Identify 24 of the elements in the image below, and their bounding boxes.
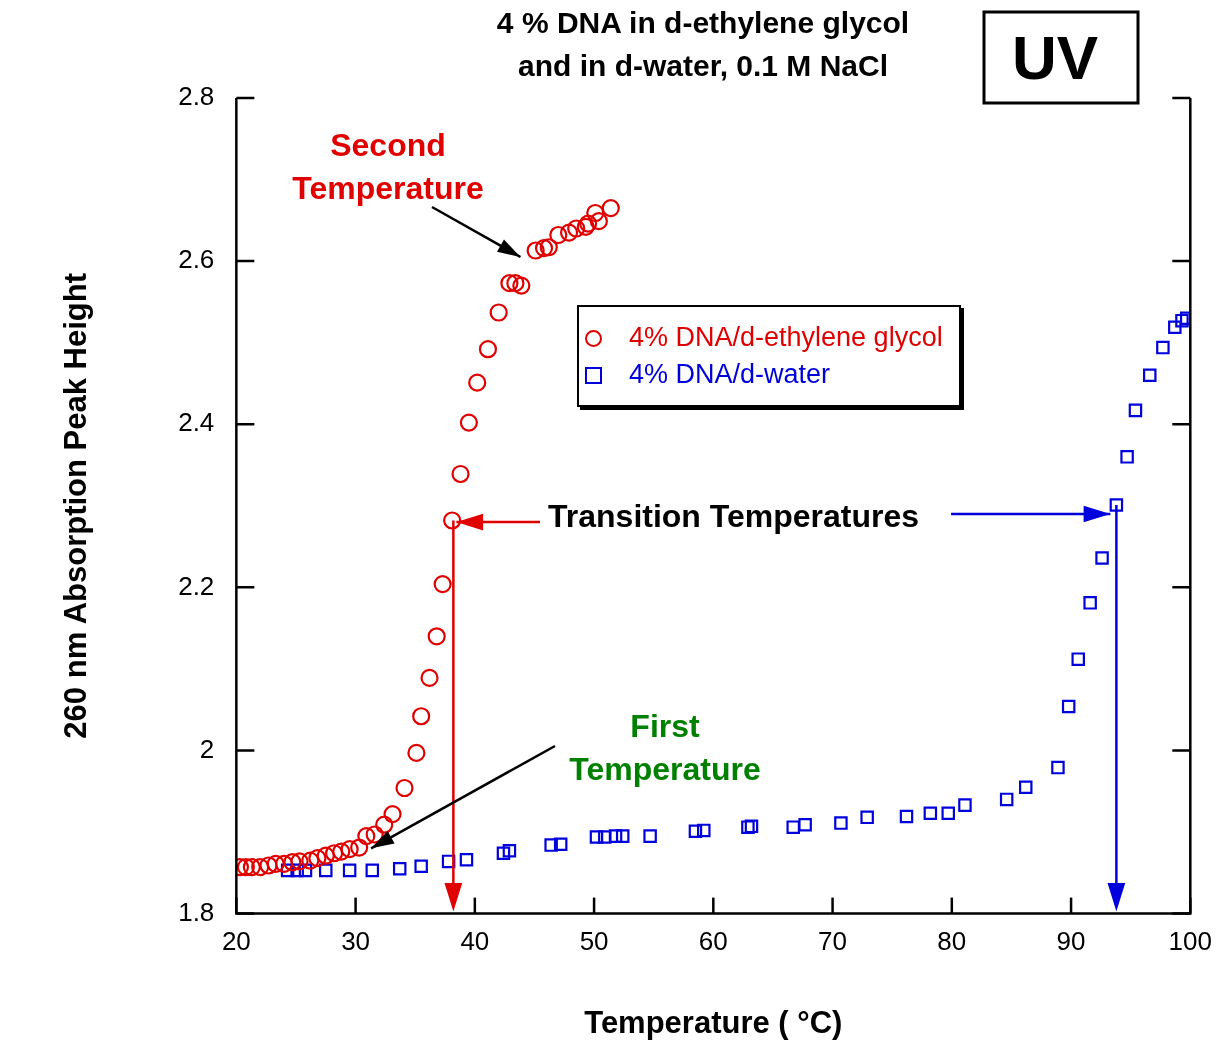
x-tick-label: 80 <box>937 926 967 957</box>
y-tick-label: 2.4 <box>178 407 215 438</box>
y-axis-title: 260 nm Absorption Peak Height <box>58 272 94 739</box>
annotation: Second Temperature <box>292 126 484 206</box>
y-tick-label: 2.6 <box>178 244 215 275</box>
x-axis-title: Temperature ( °C) <box>584 1004 843 1040</box>
chart-title: 4 % DNA in d-ethylene glycol and in d-water, 0.1 M NaCl <box>496 6 910 83</box>
y-tick-label: 2.8 <box>178 81 215 112</box>
annotation: Transition Temperatures <box>548 497 920 534</box>
x-tick-label: 60 <box>698 926 728 957</box>
text: UV <box>1011 23 1099 93</box>
legend-label: 4% DNA/d-water <box>629 359 831 389</box>
y-tick-label: 2 <box>199 733 215 764</box>
y-tick-label: 2.2 <box>178 570 215 601</box>
x-tick-label: 20 <box>221 926 251 957</box>
annotation: First Temperature <box>569 707 761 787</box>
legend-label: 4% DNA/d-ethylene glycol <box>629 322 943 352</box>
x-tick-label: 40 <box>460 926 490 957</box>
x-tick-label: 90 <box>1056 926 1086 957</box>
x-tick-label: 70 <box>818 926 848 957</box>
x-tick-label: 30 <box>341 926 371 957</box>
y-tick-label: 1.8 <box>178 896 215 927</box>
x-tick-label: 100 <box>1168 926 1213 957</box>
x-tick-label: 50 <box>579 926 609 957</box>
